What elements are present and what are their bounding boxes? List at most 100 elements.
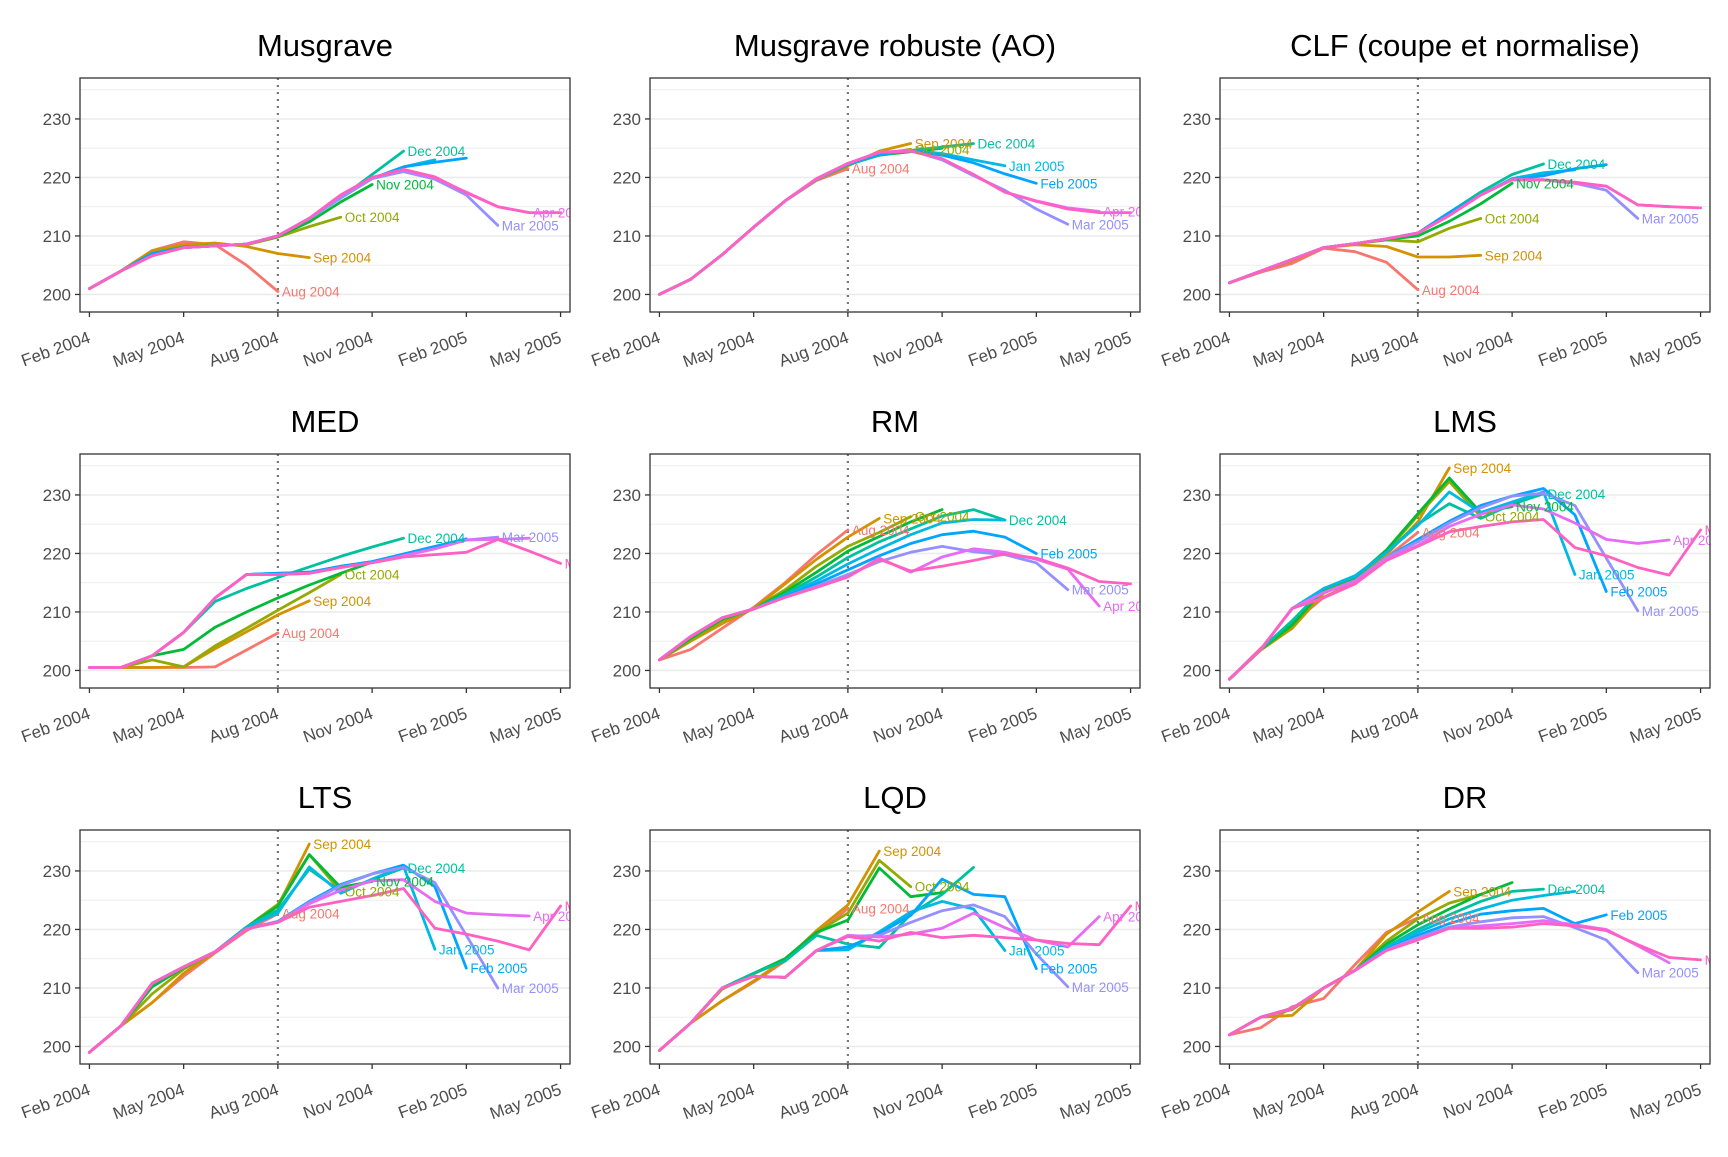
series-end-label: Feb 2005	[1610, 908, 1667, 923]
series-end-label: Ma	[1705, 523, 1724, 538]
series-line-feb-2005	[88, 537, 468, 669]
x-tick-label: Feb 2005	[966, 704, 1040, 746]
panel-title: Musgrave robuste (AO)	[734, 28, 1056, 63]
y-tick-label: 220	[613, 168, 641, 187]
series-end-label: Mar 2005	[1072, 217, 1129, 232]
series-end-label: Aug 2004	[1422, 525, 1480, 540]
series-end-label: Dec 2004	[408, 144, 466, 159]
series-group	[88, 149, 562, 293]
series-end-label: Aug 2004	[282, 907, 340, 922]
series-line-sep-2004	[88, 842, 311, 1054]
series-end-label: Sep 2004	[883, 511, 941, 526]
series-end-label: Oct 2004	[915, 510, 970, 525]
x-tick-label: May 2005	[487, 1080, 564, 1123]
y-tick-label: 210	[613, 603, 641, 622]
series-end-label: Aug 2004	[282, 285, 340, 300]
series-end-label: Oct 2004	[915, 880, 970, 895]
series-group	[1228, 881, 1702, 1037]
y-tick-label: 210	[1183, 979, 1211, 998]
panel-title: CLF (coupe et normalise)	[1290, 28, 1640, 63]
series-line-apr-2005	[88, 168, 531, 291]
panel-title: LQD	[863, 780, 927, 815]
series-line-nov-2004	[658, 866, 944, 1052]
series-labels: Aug 2004 Sep 2004 Dec 2004 Feb 2005 Mar 2005…	[1422, 882, 1724, 981]
y-tick-label: 200	[43, 661, 71, 680]
x-tick-label: Feb 2004	[1159, 1080, 1233, 1122]
x-tick-label: Feb 2004	[19, 328, 93, 370]
series-end-label: Oct 2004	[345, 884, 400, 899]
y-tick-label: 230	[613, 862, 641, 881]
panel-clf-coupe-et-normalise: CLF (coupe et normalise) Aug 2004 Sep 2004…	[1159, 28, 1711, 371]
y-tick-label: 230	[43, 862, 71, 881]
x-tick-label: Aug 2004	[1346, 328, 1421, 371]
y-tick-label: 210	[43, 979, 71, 998]
series-line-may-2005	[658, 149, 1132, 296]
series-end-label: Apr 2005	[1103, 599, 1158, 614]
x-tick-label: May 2004	[1250, 328, 1327, 371]
x-tick-label: Feb 2005	[966, 328, 1040, 370]
series-end-label: Jan 2005	[1579, 568, 1635, 583]
series-line-nov-2004	[88, 560, 374, 669]
x-tick-label: Feb 2005	[396, 704, 470, 746]
series-end-label: Aug 2004	[852, 162, 910, 177]
panel-lqd: LQD Aug 2004 Sep 2004 Oct 2004 Jan 2005 Feb 2…	[589, 780, 1141, 1123]
series-end-label: Mar 2005	[1642, 604, 1699, 619]
x-tick-label: May 2004	[1250, 1080, 1327, 1123]
series-line-apr-2005	[88, 536, 531, 669]
panel-title: DR	[1443, 780, 1488, 815]
y-tick-label: 220	[43, 168, 71, 187]
x-tick-label: Aug 2004	[776, 704, 851, 747]
series-end-label: Mar 2005	[1072, 583, 1129, 598]
y-tick-label: 220	[43, 920, 71, 939]
series-line-sep-2004	[88, 241, 311, 291]
x-tick-label: Nov 2004	[1441, 328, 1516, 371]
x-tick-label: Feb 2005	[1536, 1080, 1610, 1122]
series-line-oct-2004	[658, 515, 913, 662]
x-tick-label: Aug 2004	[206, 328, 281, 371]
panel-border	[1219, 453, 1711, 689]
x-tick-label: May 2005	[1057, 1080, 1134, 1123]
series-labels: Aug 2004 Sep 2004 Oct 2004 Dec 2004 Mar 2005…	[282, 530, 570, 641]
series-end-label: Mar 2005	[502, 530, 559, 545]
x-tick-label: Feb 2004	[19, 1080, 93, 1122]
x-tick-label: Nov 2004	[301, 328, 376, 371]
x-tick-label: May 2004	[680, 704, 757, 747]
series-end-label: Aug 2004	[852, 523, 910, 538]
series-end-label: Feb 2005	[1040, 176, 1097, 191]
x-tick-label: May 2005	[1057, 704, 1134, 747]
series-end-label: Apr 2005	[533, 206, 588, 221]
panel-border	[1219, 829, 1711, 1065]
series-end-label: Jan 2005	[1009, 159, 1065, 174]
x-tick-label: Nov 2004	[871, 704, 946, 747]
series-end-label: Apr 200	[533, 909, 580, 924]
series-end-label: Mar 2005	[1642, 211, 1699, 226]
x-tick-label: May 2004	[110, 1080, 187, 1123]
y-tick-label: 220	[1183, 544, 1211, 563]
y-tick-label: 230	[613, 110, 641, 129]
y-tick-label: 220	[613, 544, 641, 563]
x-tick-label: Feb 2005	[396, 1080, 470, 1122]
x-tick-label: May 2004	[110, 328, 187, 371]
series-line-apr-2005	[658, 547, 1101, 662]
y-tick-label: 230	[1183, 110, 1211, 129]
series-end-label: Ma	[1705, 953, 1724, 968]
y-tick-label: 220	[1183, 920, 1211, 939]
series-end-label: Aug 2004	[1422, 911, 1480, 926]
series-group	[658, 849, 1132, 1052]
series-end-label: Oct 2004	[1485, 510, 1540, 525]
series-line-may-2005	[1228, 518, 1702, 681]
panel-border	[649, 829, 1141, 1065]
series-end-label: Aug 2004	[282, 626, 340, 641]
series-end-label: Feb 2005	[1610, 584, 1667, 599]
series-line-may-2005	[658, 904, 1132, 1052]
series-line-may-2005	[1228, 178, 1702, 285]
series-line-may-2005	[88, 167, 562, 291]
panel-musgrave-robuste-ao: Musgrave robuste (AO) Aug 2004 Sep 2004Oct…	[589, 28, 1141, 371]
y-tick-label: 230	[1183, 862, 1211, 881]
series-end-label: Dec 2004	[408, 861, 466, 876]
